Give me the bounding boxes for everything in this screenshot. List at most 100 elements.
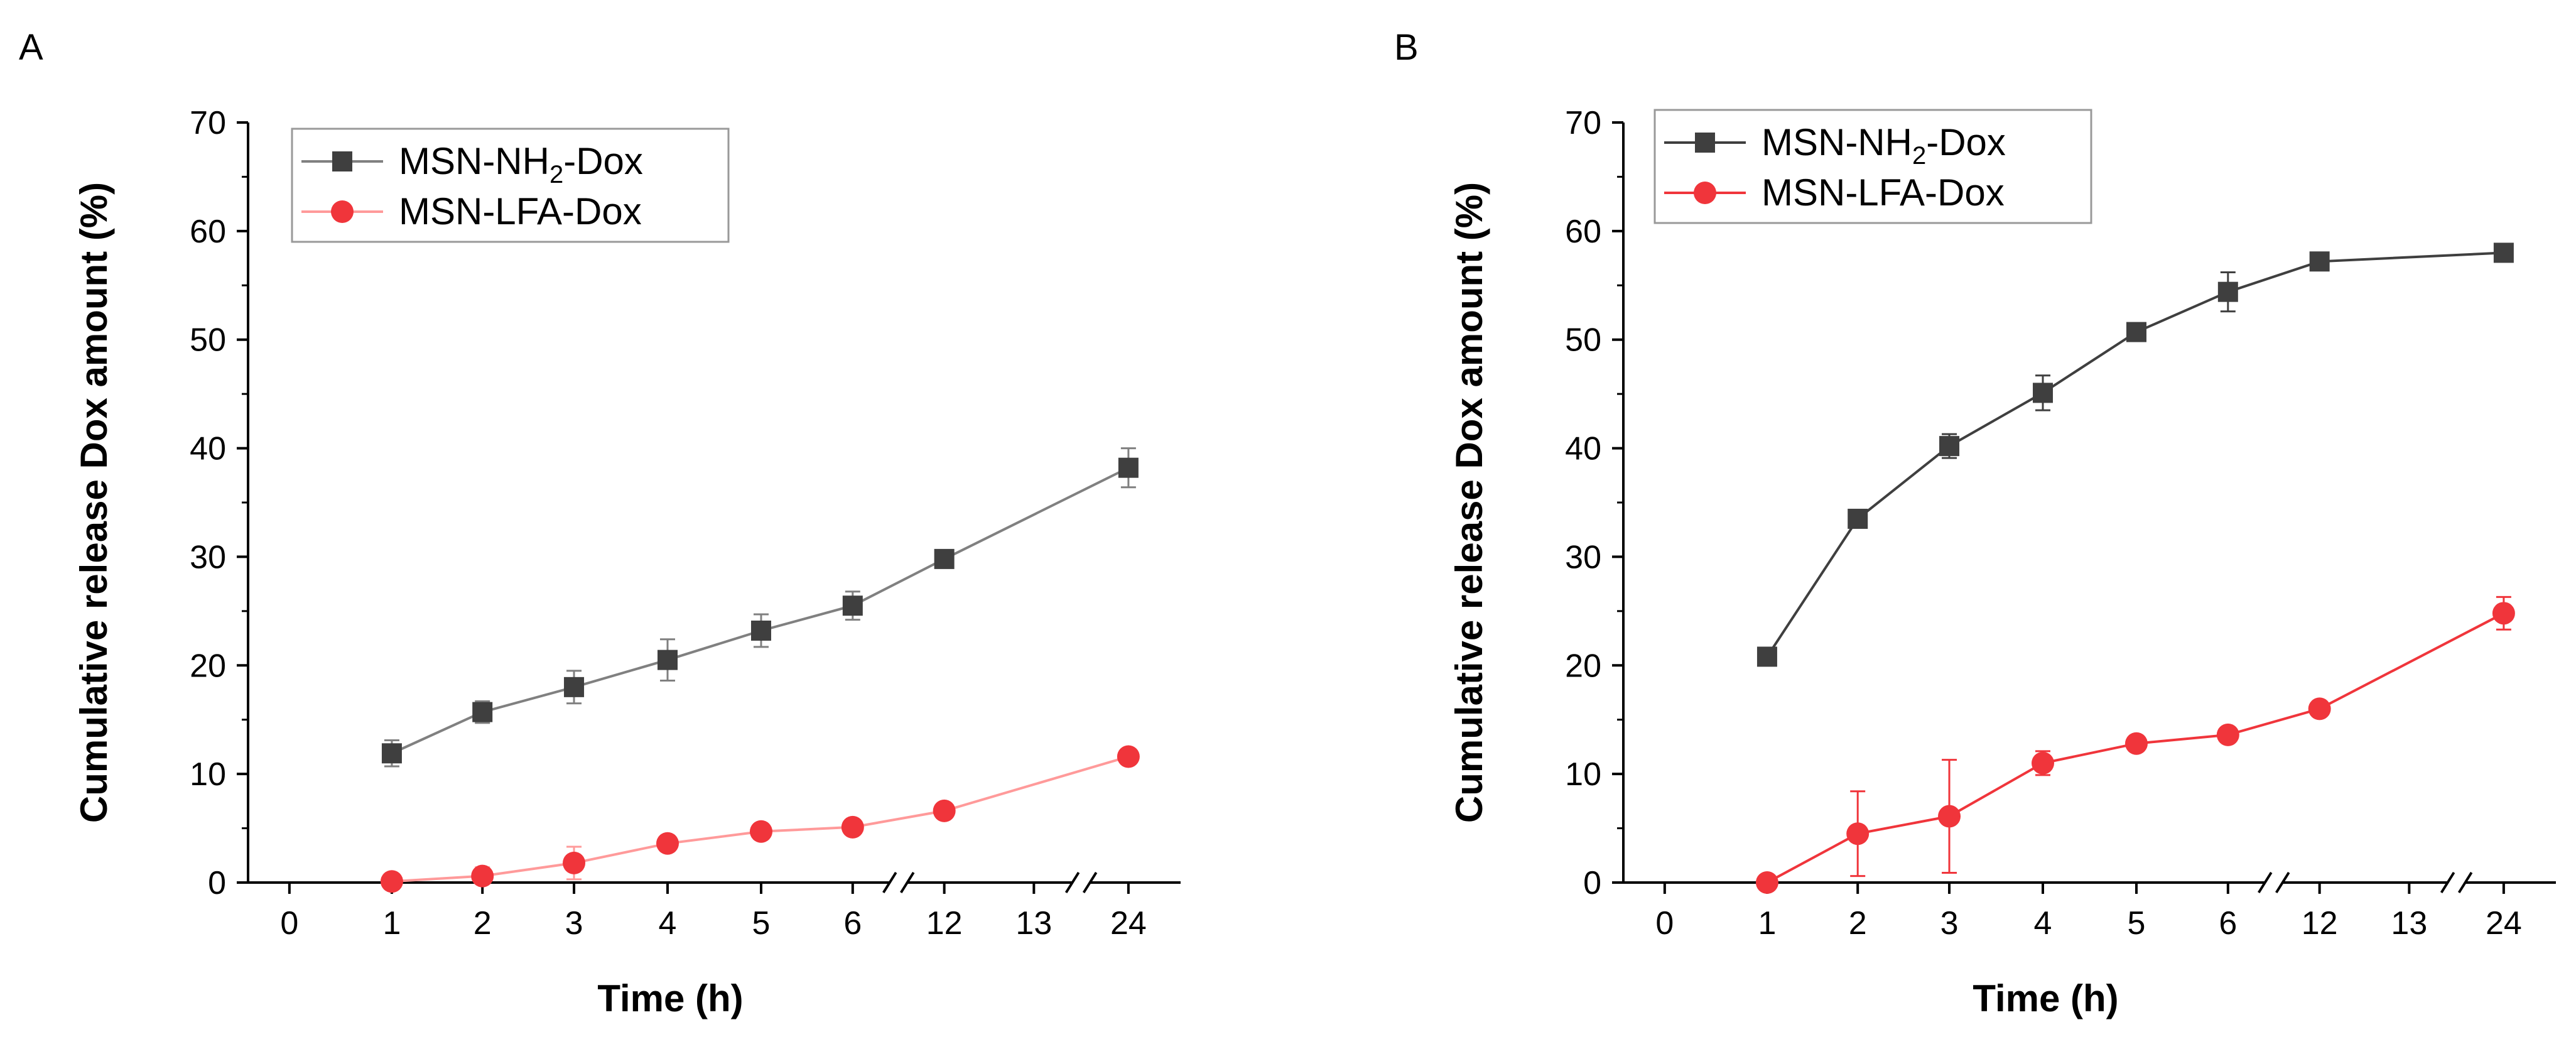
legend-label: MSN-NH2-Dox [1762, 121, 2006, 170]
x-tick-label: 4 [659, 905, 677, 942]
y-tick-label: 70 [190, 105, 226, 141]
data-point [842, 595, 863, 616]
data-point [2309, 251, 2330, 272]
series-line [1766, 612, 2504, 884]
y-tick-label: 50 [190, 322, 226, 359]
data-point [472, 702, 493, 722]
x-tick-label: 24 [1110, 905, 1147, 942]
series-line [391, 755, 1129, 883]
data-point [656, 832, 679, 855]
data-point [2126, 322, 2146, 342]
data-point [1938, 805, 1961, 828]
data-point [2216, 723, 2239, 746]
x-tick-label: 5 [752, 905, 771, 942]
y-tick-label: 30 [1565, 539, 1601, 575]
y-tick-label: 40 [1565, 431, 1601, 467]
axis-break-mark [1064, 871, 1080, 894]
data-point [1117, 745, 1140, 768]
axis-break-mark [2457, 871, 2473, 894]
panel-label: A [19, 27, 43, 68]
series-msn-lfa-dox [1755, 595, 2515, 894]
legend-label: MSN-LFA-Dox [399, 190, 642, 232]
y-tick-label: 0 [1583, 865, 1601, 901]
series-msn-nh2-dox [381, 447, 1139, 768]
data-point [1756, 646, 1777, 667]
x-tick-label: 2 [474, 905, 492, 942]
x-tick-label: 24 [2486, 905, 2522, 942]
axis-break-mark [2258, 871, 2273, 894]
x-axis-label: Time (h) [597, 977, 743, 1019]
y-tick-label: 60 [1565, 214, 1601, 250]
y-tick-label: 20 [190, 648, 226, 684]
data-point [749, 820, 772, 843]
x-tick-label: 6 [2219, 905, 2237, 942]
data-point [380, 870, 403, 893]
data-point [2493, 242, 2514, 263]
data-point [841, 815, 864, 839]
data-point [750, 620, 771, 641]
data-point [2124, 732, 2148, 755]
legend-marker [1695, 133, 1715, 153]
y-tick-label: 0 [208, 865, 226, 901]
x-tick-label: 5 [2128, 905, 2146, 942]
y-tick-label: 10 [1565, 756, 1601, 793]
y-tick-label: 70 [1565, 105, 1601, 141]
x-tick-label: 1 [1758, 905, 1776, 942]
series-line [1766, 251, 2504, 658]
x-tick-label: 0 [1655, 905, 1674, 942]
data-point [563, 851, 586, 874]
x-tick-label: 4 [2034, 905, 2052, 942]
x-axis-label: Time (h) [1973, 977, 2118, 1019]
legend-label: MSN-NH2-Dox [399, 140, 643, 188]
data-point [2032, 751, 2055, 775]
series-line [391, 466, 1129, 755]
x-tick-label: 12 [926, 905, 963, 942]
y-axis-label: Cumulative release Dox amount (%) [73, 182, 115, 823]
x-tick-label: 3 [565, 905, 583, 942]
data-point [2033, 383, 2054, 403]
legend-label: MSN-LFA-Dox [1762, 171, 2005, 214]
y-tick-label: 60 [190, 214, 226, 250]
axis-break-mark [900, 871, 915, 894]
data-point [2217, 281, 2238, 302]
x-tick-label: 13 [2391, 905, 2427, 942]
y-tick-label: 50 [1565, 322, 1601, 359]
x-tick-label: 12 [2302, 905, 2338, 942]
axis-break-mark [2275, 871, 2290, 894]
data-point [1939, 436, 1960, 457]
data-point [1846, 822, 1870, 845]
axis-break-mark [882, 871, 897, 894]
data-point [1848, 508, 1868, 529]
x-tick-label: 13 [1015, 905, 1052, 942]
series-msn-lfa-dox [380, 745, 1140, 893]
y-tick-label: 30 [190, 539, 226, 575]
x-tick-label: 2 [1849, 905, 1867, 942]
data-point [2308, 697, 2331, 720]
data-point [564, 677, 585, 697]
axis-break-mark [2440, 871, 2455, 894]
legend-box [1653, 109, 2092, 224]
legend-box [291, 128, 730, 243]
legend-marker [332, 151, 352, 171]
series-msn-nh2-dox [1756, 242, 2514, 667]
data-point [1755, 871, 1778, 894]
data-point [2492, 602, 2515, 625]
axis-break-mark [1082, 871, 1098, 894]
data-point [471, 864, 494, 888]
y-tick-label: 40 [190, 431, 226, 467]
x-tick-label: 3 [1940, 905, 1959, 942]
y-tick-label: 20 [1565, 648, 1601, 684]
y-axis-label: Cumulative release Dox amount (%) [1448, 182, 1490, 823]
data-point [934, 548, 955, 569]
data-point [1118, 457, 1139, 478]
data-point [381, 743, 402, 764]
panel-label: B [1394, 27, 1419, 68]
y-tick-label: 10 [190, 756, 226, 793]
data-point [658, 650, 678, 670]
legend-marker [331, 200, 354, 223]
legend-marker [1694, 182, 1716, 204]
x-tick-label: 0 [280, 905, 298, 942]
